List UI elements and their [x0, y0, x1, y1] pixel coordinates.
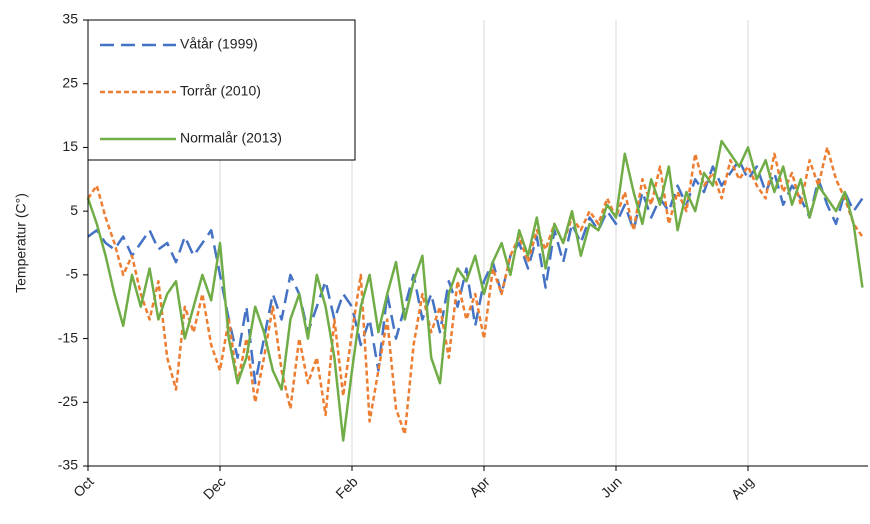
y-tick-label: -5 [66, 266, 79, 282]
y-tick-label: 15 [62, 138, 78, 154]
legend-box [87, 19, 356, 161]
x-tick-label: Jun [597, 473, 624, 500]
y-tick-label: -15 [58, 329, 78, 345]
x-tick-label: Dec [200, 473, 229, 502]
y-tick-label: 5 [70, 202, 78, 218]
x-tick-label: Aug [728, 473, 757, 502]
x-tick-label: Oct [70, 473, 97, 500]
y-axis-label: Temperatur (C°) [13, 193, 29, 293]
x-tick-label: Feb [332, 473, 361, 502]
legend-label: Våtår (1999) [180, 36, 258, 52]
series-line [86, 146, 864, 436]
legend-label: Normalår (2013) [180, 130, 282, 146]
y-tick-label: 25 [62, 74, 78, 90]
x-tick-label: Apr [466, 473, 493, 500]
legend-label: Torrår (2010) [180, 83, 261, 99]
series-line [87, 158, 864, 385]
series-line [86, 139, 864, 442]
y-tick-label: 35 [62, 11, 78, 27]
y-tick-label: -25 [58, 393, 78, 409]
y-tick-label: -35 [58, 457, 78, 473]
